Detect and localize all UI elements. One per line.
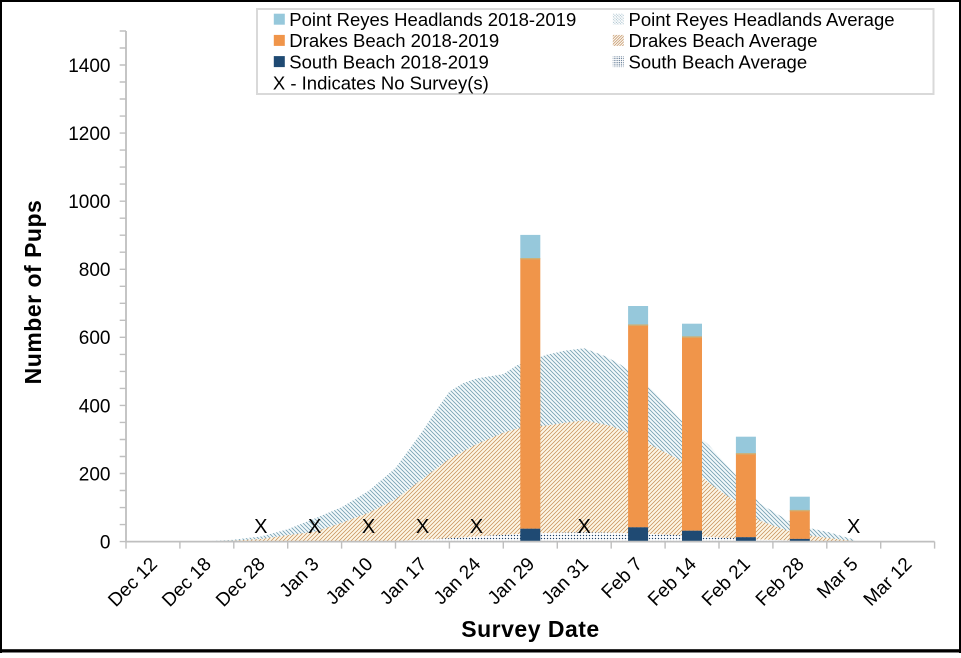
svg-text:Drakes Beach 2018-2019: Drakes Beach 2018-2019 xyxy=(289,30,499,51)
svg-text:0: 0 xyxy=(100,533,111,554)
svg-text:X: X xyxy=(470,516,483,538)
svg-text:South Beach 2018-2019: South Beach 2018-2019 xyxy=(289,51,489,72)
svg-text:200: 200 xyxy=(79,464,111,485)
svg-text:X: X xyxy=(416,516,429,538)
svg-text:600: 600 xyxy=(79,328,111,349)
svg-text:1200: 1200 xyxy=(68,124,110,145)
svg-text:Point Reyes Headlands Average: Point Reyes Headlands Average xyxy=(629,9,895,30)
svg-text:Survey Date: Survey Date xyxy=(461,616,599,642)
svg-text:Point Reyes Headlands 2018-201: Point Reyes Headlands 2018-2019 xyxy=(289,9,576,30)
svg-text:Number of Pups: Number of Pups xyxy=(20,200,46,385)
svg-text:X: X xyxy=(578,516,591,538)
svg-text:South Beach Average: South Beach Average xyxy=(629,51,808,72)
svg-text:800: 800 xyxy=(79,260,111,281)
svg-text:X: X xyxy=(362,516,375,538)
svg-text:1000: 1000 xyxy=(68,192,110,213)
svg-text:X - Indicates No Survey(s): X - Indicates No Survey(s) xyxy=(273,73,489,94)
svg-text:X: X xyxy=(847,516,860,538)
svg-text:X: X xyxy=(308,516,321,538)
svg-text:Drakes Beach Average: Drakes Beach Average xyxy=(629,30,818,51)
svg-text:1400: 1400 xyxy=(68,56,110,77)
svg-text:X: X xyxy=(254,516,267,538)
svg-text:400: 400 xyxy=(79,396,111,417)
